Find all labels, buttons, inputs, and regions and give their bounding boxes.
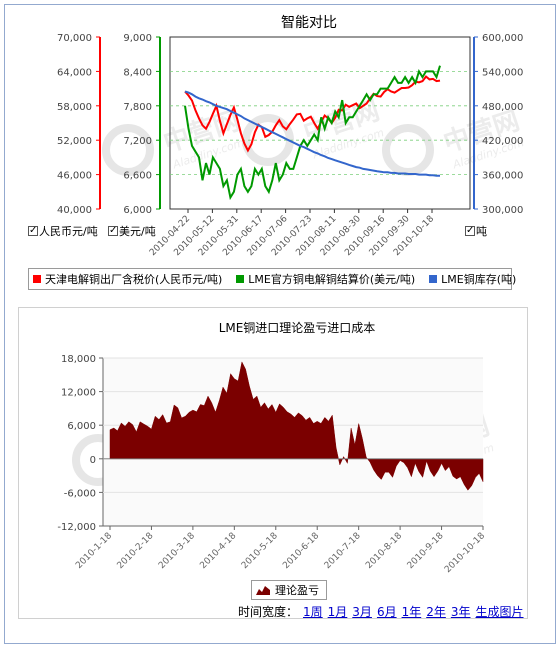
plot-border: [169, 36, 471, 210]
y-tick-label: 480,000: [482, 102, 523, 113]
y-tick-label: 9,000: [123, 33, 152, 44]
y-tick-label: 540,000: [482, 67, 523, 78]
checkbox-check-icon: ✓: [465, 225, 475, 236]
toggle-rmb-label: 人民币元/吨: [39, 225, 98, 238]
legend-item-rmb[interactable]: 天津电解铜出厂含税价(人民币元/吨): [33, 271, 222, 287]
time-range-label: 时间宽度：: [238, 605, 299, 619]
y-tick-label: 7,800: [123, 102, 152, 113]
watermark-logo: [102, 124, 154, 176]
chart-plot-area: [184, 65, 441, 201]
y-tick-label: 8,400: [123, 67, 152, 78]
legend-item-stock[interactable]: LME铜库存(吨): [429, 271, 516, 287]
y-tick-label: 7,200: [123, 136, 152, 147]
range-1-year[interactable]: 1年: [401, 605, 422, 619]
range-1-week[interactable]: 1周: [303, 605, 323, 619]
chart-axes: 70,000 64,000 58,000 52,000 46,000 40,000 9,00…: [57, 33, 523, 216]
profit-legend[interactable]: 理论盈亏: [251, 580, 327, 600]
y-tick-label: 300,000: [482, 205, 523, 216]
profit-chart-panel: [18, 307, 528, 619]
chart-legend: 天津电解铜出厂含税价(人民币元/吨) LME官方铜电解铜结算价(美元/吨) LM…: [28, 268, 516, 290]
toggle-rmb-axis[interactable]: ✓ 人民币元/吨: [28, 223, 98, 239]
range-3-month[interactable]: 3月: [352, 605, 372, 619]
legend-swatch: [33, 275, 41, 283]
y-tick-label: 6,000: [123, 205, 152, 216]
area-series-icon: [256, 586, 270, 595]
toggle-usd-axis[interactable]: ✓ 美元/吨: [108, 223, 156, 239]
y-tick-label: 64,000: [57, 67, 92, 78]
range-1-month[interactable]: 1月: [327, 605, 348, 619]
checkbox-check-icon: ✓: [28, 225, 38, 236]
legend-swatch: [429, 275, 438, 283]
y-tick-label: 420,000: [482, 136, 523, 147]
series-line: [184, 90, 440, 177]
y-tick-label: 52,000: [57, 136, 92, 147]
time-range-bar: 时间宽度： 1周 1月 3月 6月 1年 2年 3年 生成图片: [238, 603, 524, 620]
legend-label: LME官方铜电解铜结算价(美元/吨): [248, 273, 416, 286]
series-line: [184, 75, 441, 153]
toggle-stock-label: 吨: [476, 225, 487, 238]
toggle-stock-axis[interactable]: ✓ 吨: [465, 223, 487, 239]
series-line: [184, 65, 441, 201]
chart-title: 智能对比: [281, 15, 337, 31]
y-tick-label: 600,000: [482, 33, 523, 44]
profit-legend-label: 理论盈亏: [275, 584, 319, 597]
y-tick-label: 70,000: [57, 33, 92, 44]
range-6-month[interactable]: 6月: [376, 605, 397, 619]
range-2-year[interactable]: 2年: [426, 605, 446, 619]
legend-item-usd[interactable]: LME官方铜电解铜结算价(美元/吨): [236, 271, 415, 287]
x-axis-ticks: 2010-04-222010-05-122010-05-312010-06-17…: [148, 209, 436, 258]
y-tick-label: 6,600: [123, 171, 152, 182]
y-tick-label: 40,000: [57, 205, 92, 216]
y-tick-label: 360,000: [482, 171, 523, 182]
checkbox-check-icon: ✓: [108, 225, 118, 236]
generate-image-link[interactable]: 生成图片: [475, 605, 524, 619]
watermark-logo: [382, 124, 434, 176]
toggle-usd-label: 美元/吨: [119, 225, 156, 238]
y-tick-label: 58,000: [57, 102, 92, 113]
range-3-year[interactable]: 3年: [450, 605, 471, 619]
legend-label: 天津电解铜出厂含税价(人民币元/吨): [45, 273, 223, 286]
legend-label: LME铜库存(吨): [441, 273, 517, 286]
y-tick-label: 46,000: [57, 171, 92, 182]
legend-swatch: [236, 275, 245, 283]
